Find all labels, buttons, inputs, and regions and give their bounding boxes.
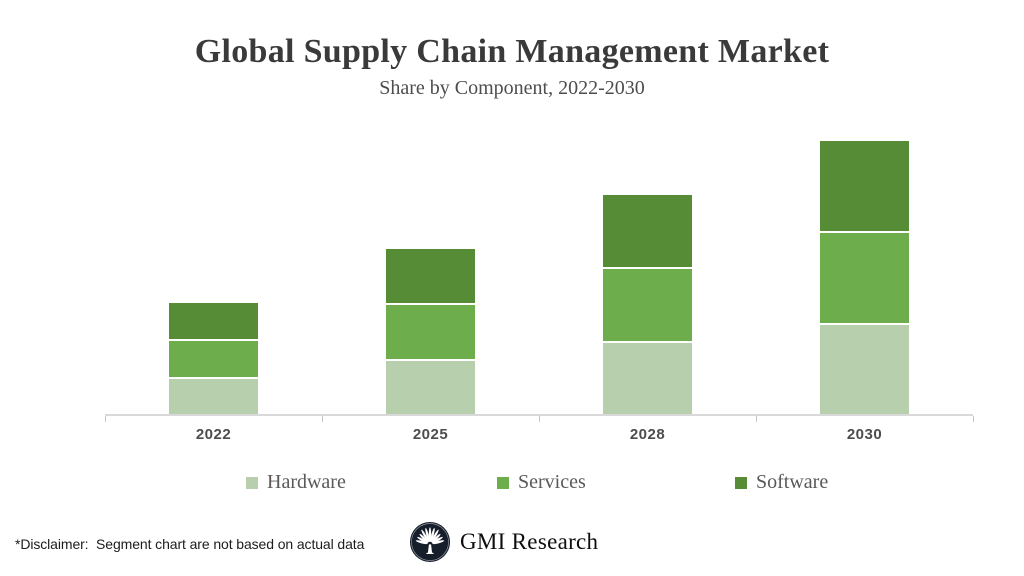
legend-swatch-services <box>497 476 509 489</box>
stacked-bar-2022 <box>169 303 258 415</box>
x-axis-label-2025: 2025 <box>412 426 449 443</box>
chart-header: Global Supply Chain Management Market Sh… <box>0 33 1024 100</box>
segment-software-2030 <box>820 141 909 231</box>
gmi-research-logo-icon <box>409 521 451 563</box>
stacked-bar-2028 <box>603 195 692 415</box>
stacked-bar-2030 <box>820 141 909 415</box>
legend-item-software: Software <box>735 471 828 494</box>
segment-hardware-2022 <box>169 379 258 415</box>
segment-software-2022 <box>169 303 258 339</box>
segment-hardware-2025 <box>386 361 475 415</box>
legend-label-services: Services <box>518 471 586 493</box>
chart-title: Global Supply Chain Management Market <box>194 33 830 70</box>
legend-item-services: Services <box>497 471 586 494</box>
bars-area <box>105 130 973 415</box>
segment-hardware-2028 <box>603 343 692 415</box>
segment-hardware-2030 <box>820 325 909 415</box>
x-axis-label-2022: 2022 <box>195 426 232 443</box>
x-axis-label-2030: 2030 <box>846 426 883 443</box>
brand-name: GMI Research <box>460 529 599 554</box>
x-axis-line <box>105 414 973 416</box>
legend-swatch-hardware <box>246 476 258 489</box>
x-axis-tick <box>322 416 323 422</box>
legend-item-hardware: Hardware <box>246 471 346 494</box>
legend-label-hardware: Hardware <box>267 471 346 493</box>
bar-cell-2028 <box>539 130 756 415</box>
chart-subtitle: Share by Component, 2022-2030 <box>379 77 645 100</box>
segment-services-2025 <box>386 305 475 359</box>
segment-software-2028 <box>603 195 692 267</box>
chart-legend: Hardware Services Software <box>0 471 1024 497</box>
x-axis-tick <box>973 416 974 422</box>
disclaimer-text: *Disclaimer: Segment chart are not based… <box>15 536 365 552</box>
x-axis-tick <box>105 416 106 422</box>
stacked-bar-2025 <box>386 249 475 415</box>
segment-services-2028 <box>603 269 692 341</box>
x-axis-tick <box>539 416 540 422</box>
segment-services-2022 <box>169 341 258 377</box>
x-axis-tick <box>756 416 757 422</box>
stacked-bar-chart <box>105 130 974 422</box>
bar-cell-2025 <box>322 130 539 415</box>
x-axis-labels: 2022 2025 2028 2030 <box>105 426 973 443</box>
brand-block: GMI Research <box>409 521 598 563</box>
legend-swatch-software <box>735 476 747 489</box>
legend-label-software: Software <box>756 471 829 493</box>
bar-cell-2022 <box>105 130 322 415</box>
x-axis-label-2028: 2028 <box>629 426 666 443</box>
segment-services-2030 <box>820 233 909 323</box>
bar-cell-2030 <box>756 130 973 415</box>
segment-software-2025 <box>386 249 475 303</box>
